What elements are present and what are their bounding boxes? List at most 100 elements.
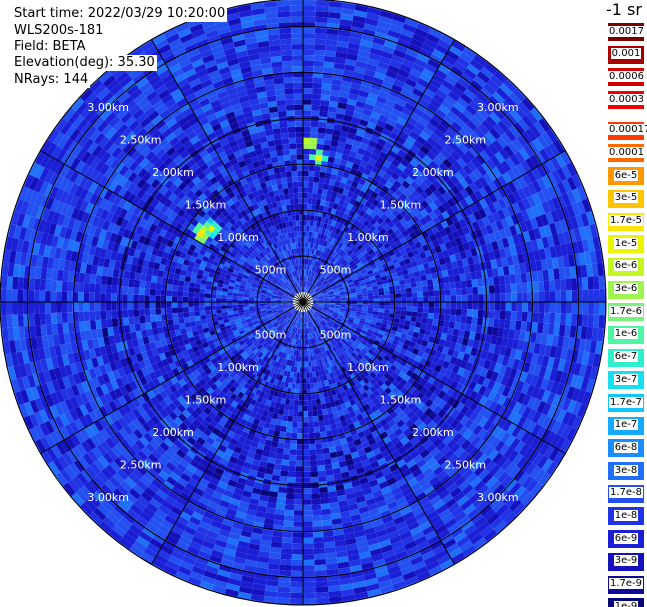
beta-cell <box>516 282 523 293</box>
beta-cell <box>361 137 371 146</box>
beta-cell <box>303 148 310 155</box>
beta-cell <box>566 190 577 205</box>
beta-cell <box>378 294 385 299</box>
beta-cell <box>412 297 418 302</box>
beta-cell <box>534 151 546 165</box>
beta-cell <box>307 394 312 401</box>
beta-cell <box>306 225 310 232</box>
beta-cell <box>371 235 379 243</box>
beta-cell <box>305 286 307 293</box>
beta-cell <box>512 178 523 191</box>
beta-cell <box>291 383 296 389</box>
beta-cell <box>294 399 299 406</box>
beta-cell <box>457 243 465 253</box>
beta-cell <box>446 110 459 122</box>
beta-cell <box>354 284 361 288</box>
beta-cell <box>517 118 530 132</box>
beta-cell <box>323 246 329 253</box>
beta-cell <box>303 543 314 549</box>
beta-cell <box>287 476 296 483</box>
beta-cell <box>531 271 539 282</box>
beta-cell <box>412 302 418 307</box>
beta-cell <box>346 277 353 282</box>
beta-cell <box>349 252 356 258</box>
beta-cell <box>310 265 313 271</box>
beta-cell <box>303 10 316 17</box>
beta-cell <box>458 142 469 154</box>
beta-cell <box>544 247 552 260</box>
beta-cell <box>345 255 352 262</box>
beta-cell <box>393 103 405 113</box>
beta-cell <box>349 216 356 224</box>
beta-cell <box>402 188 412 198</box>
beta-cell <box>362 108 373 117</box>
beta-cell <box>315 289 321 293</box>
beta-cell <box>414 82 427 93</box>
beta-cell <box>364 263 371 270</box>
beta-cell <box>347 155 356 164</box>
beta-cell <box>513 263 521 275</box>
beta-cell <box>376 156 386 165</box>
beta-cell <box>373 186 382 195</box>
beta-cell <box>311 265 315 272</box>
beta-cell <box>437 64 451 76</box>
beta-cell <box>410 316 417 322</box>
beta-cell <box>283 515 294 522</box>
beta-cell <box>440 133 452 145</box>
beta-cell <box>291 427 298 434</box>
beta-cell <box>479 87 493 100</box>
beta-cell <box>316 459 325 466</box>
beta-cell <box>315 226 320 233</box>
beta-cell <box>391 54 404 64</box>
beta-cell <box>365 163 374 171</box>
beta-cell <box>273 519 284 527</box>
beta-cell <box>449 254 457 263</box>
beta-cell <box>296 455 303 461</box>
beta-cell <box>356 291 363 295</box>
beta-cell <box>393 180 402 189</box>
beta-cell <box>556 181 567 195</box>
beta-cell <box>306 383 311 390</box>
beta-cell <box>371 282 378 287</box>
beta-cell <box>529 124 542 139</box>
beta-cell <box>397 275 405 281</box>
beta-cell <box>418 97 430 108</box>
beta-cell <box>472 95 485 108</box>
beta-cell <box>472 302 479 310</box>
beta-cell <box>346 235 353 242</box>
beta-cell <box>376 242 384 249</box>
beta-cell <box>475 270 483 280</box>
beta-cell <box>395 293 402 298</box>
beta-cell <box>409 256 416 263</box>
beta-cell <box>334 297 341 300</box>
beta-cell <box>400 88 412 98</box>
beta-cell <box>421 317 428 324</box>
beta-cell <box>359 224 367 231</box>
beta-cell <box>303 55 314 61</box>
beta-cell <box>336 107 346 115</box>
beta-cell <box>351 254 358 261</box>
beta-cell <box>281 420 288 427</box>
beta-cell <box>375 277 382 283</box>
beta-cell <box>490 259 498 269</box>
beta-cell <box>425 273 433 281</box>
beta-cell <box>498 275 506 285</box>
beta-cell <box>314 232 319 239</box>
beta-cell <box>309 259 313 266</box>
beta-cell <box>470 247 478 257</box>
beta-cell <box>374 238 381 246</box>
beta-cell <box>428 117 440 128</box>
beta-cell <box>561 179 572 193</box>
beta-cell <box>416 281 423 287</box>
beta-cell <box>341 2 356 10</box>
beta-cell <box>361 205 369 213</box>
beta-cell <box>438 84 451 96</box>
beta-cell <box>400 288 407 294</box>
beta-cell <box>442 201 451 211</box>
beta-cell <box>453 221 462 231</box>
beta-cell <box>355 170 364 178</box>
beta-cell <box>376 95 387 105</box>
beta-cell <box>309 290 314 295</box>
beta-cell <box>565 242 574 256</box>
beta-cell <box>407 193 417 203</box>
